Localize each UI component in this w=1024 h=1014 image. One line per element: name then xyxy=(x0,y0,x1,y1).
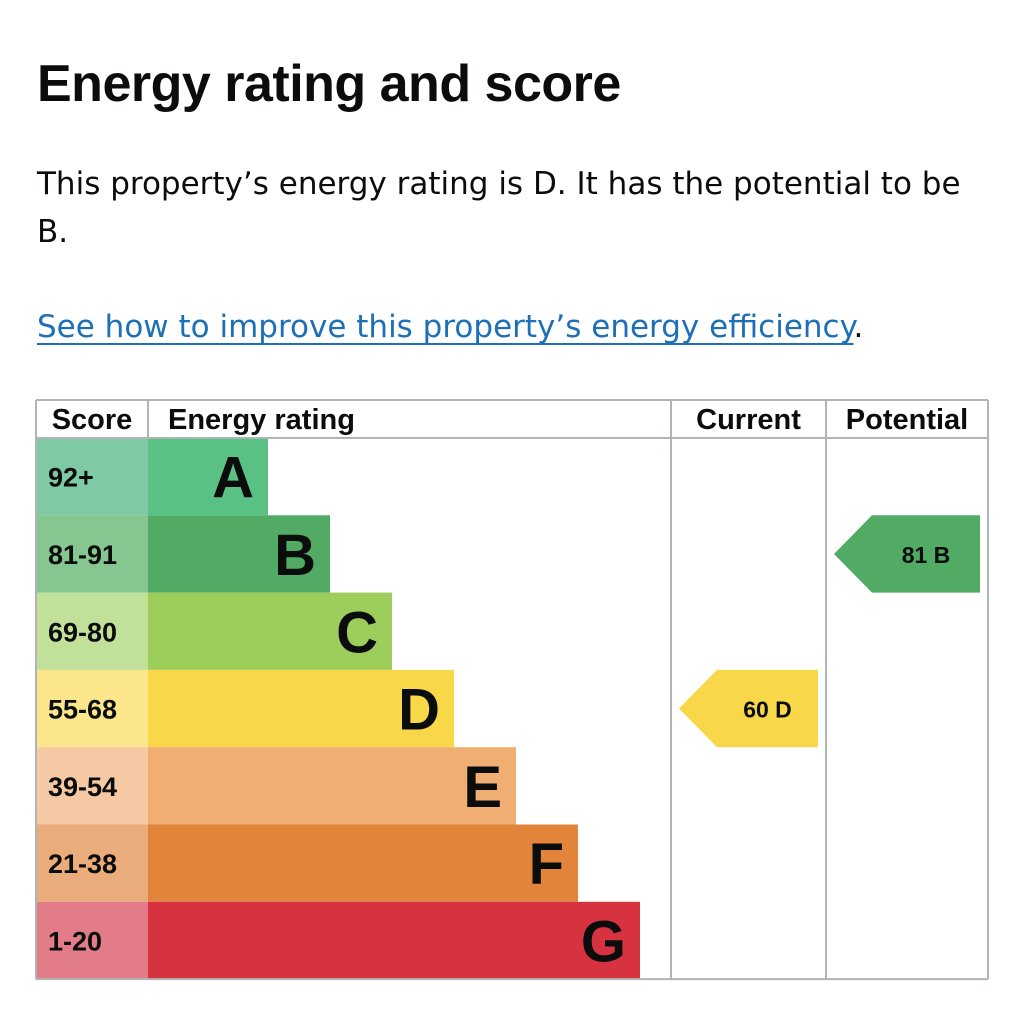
score-range-d: 55-68 xyxy=(48,695,117,725)
rating-letter-f: F xyxy=(529,832,564,897)
rating-letter-d: D xyxy=(398,678,440,743)
score-cell-e xyxy=(36,747,148,825)
improve-link-line: See how to improve this property’s energ… xyxy=(37,303,863,351)
current-arrow xyxy=(679,669,818,748)
page-title: Energy rating and score xyxy=(37,55,621,113)
score-range-g: 1-20 xyxy=(48,926,102,956)
potential-arrow xyxy=(834,515,980,593)
rating-letter-e: E xyxy=(463,755,502,820)
score-range-a: 92+ xyxy=(48,463,94,493)
header-energy-rating: Energy rating xyxy=(168,404,355,436)
score-cell-c xyxy=(36,592,148,670)
rating-letter-g: G xyxy=(581,909,626,974)
rating-letter-b: B xyxy=(274,523,316,588)
score-cell-f xyxy=(36,824,148,902)
link-suffix: . xyxy=(853,309,864,345)
score-cell-b xyxy=(36,515,148,593)
rating-bar-d xyxy=(148,669,454,748)
rating-bar-c xyxy=(148,592,392,670)
header-score: Score xyxy=(52,404,133,436)
rating-bar-g xyxy=(148,901,640,980)
rating-letter-a: A xyxy=(212,446,254,511)
score-cell-g xyxy=(36,901,148,980)
rating-summary: This property’s energy rating is D. It h… xyxy=(37,166,961,250)
score-range-f: 21-38 xyxy=(48,849,117,879)
header-current: Current xyxy=(696,404,801,436)
score-cell-a xyxy=(36,438,148,516)
rating-bar-a xyxy=(148,438,268,516)
current-rating-label: 60 D xyxy=(743,697,792,723)
rating-bar-f xyxy=(148,824,578,902)
score-range-c: 69-80 xyxy=(48,617,117,647)
score-range-e: 39-54 xyxy=(48,772,117,802)
potential-rating-label: 81 B xyxy=(902,542,951,568)
rating-bar-b xyxy=(148,515,330,593)
score-cell-d xyxy=(36,669,148,748)
score-range-b: 81-91 xyxy=(48,540,117,570)
improve-efficiency-link[interactable]: See how to improve this property’s energ… xyxy=(37,309,854,345)
rating-letter-c: C xyxy=(336,600,378,665)
rating-bar-e xyxy=(148,747,516,825)
header-potential: Potential xyxy=(846,404,968,436)
